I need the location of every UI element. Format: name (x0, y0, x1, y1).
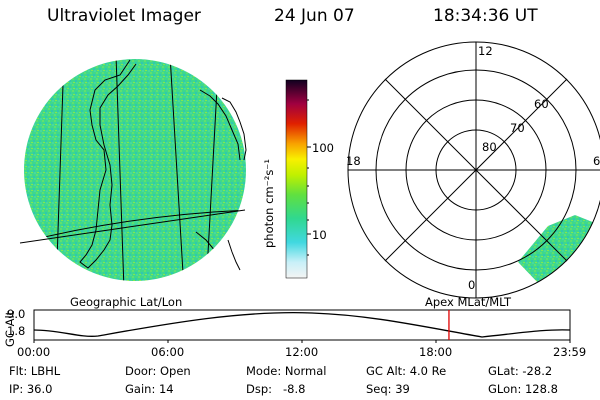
polar-plot-label: Apex MLat/MLT (425, 295, 512, 309)
mlt-label-midnight: 0 (468, 278, 476, 292)
colorbar (285, 79, 311, 279)
meridian-line (205, 69, 219, 281)
time-tick-label: 12:00 (285, 345, 319, 359)
geo-longitude-value: GLon: 128.8 (488, 382, 558, 396)
mlat-label: 80 (482, 140, 497, 154)
mlat-label: 60 (534, 97, 549, 111)
coastline (221, 97, 247, 161)
door-status: Door: Open (125, 364, 191, 378)
altitude-curve (33, 311, 571, 338)
geographic-map (19, 59, 247, 281)
meridian-line (169, 59, 185, 281)
polar-plot (347, 41, 600, 299)
mode-value: Mode: Normal (246, 364, 327, 378)
mlt-label-noon: 12 (478, 44, 493, 58)
altitude-tick-label: 1.8 (7, 324, 26, 338)
time-tick-label: 06:00 (151, 345, 185, 359)
coastline (79, 59, 137, 269)
dsp-value: Dsp: -8.8 (246, 382, 306, 396)
instrument-title: Ultraviolet Imager (47, 6, 201, 26)
colorbar-tick-label: 100 (312, 141, 334, 155)
mlt-label-dusk: 18 (346, 154, 361, 168)
colorbar-scale (285, 79, 308, 279)
colorbar-unit-label: photon cm⁻²s⁻¹ (262, 159, 276, 248)
time-tick-label: 23:59 (553, 345, 587, 359)
time-tick-label: 18:00 (419, 345, 453, 359)
observation-time: 18:34:36 UT (433, 6, 538, 26)
mlt-diagonal (384, 78, 568, 262)
colorbar-tick-label: 10 (312, 228, 327, 242)
observation-date: 24 Jun 07 (274, 6, 355, 26)
mlt-label-dawn: 6 (593, 154, 600, 168)
altitude-tick-label: 9.0 (7, 307, 26, 321)
gain-value: Gain: 14 (125, 382, 174, 396)
ip-value: IP: 36.0 (9, 382, 53, 396)
gc-altitude-value: GC Alt: 4.0 Re (366, 364, 447, 378)
altitude-strip (33, 309, 571, 343)
geo-map-label: Geographic Lat/Lon (70, 295, 183, 309)
coastline (227, 239, 241, 271)
time-tick-label: 00:00 (17, 345, 51, 359)
parallel-line (19, 209, 246, 244)
strip-frame (33, 309, 571, 341)
filter-value: Flt: LBHL (9, 364, 61, 378)
parallel-line (24, 209, 246, 244)
sequence-value: Seq: 39 (366, 382, 410, 396)
coastline (199, 89, 241, 161)
mlat-label: 70 (510, 121, 525, 135)
geo-latitude-value: GLat: -28.2 (488, 364, 553, 378)
meridian-line (115, 59, 125, 281)
emission-disk (24, 59, 246, 281)
